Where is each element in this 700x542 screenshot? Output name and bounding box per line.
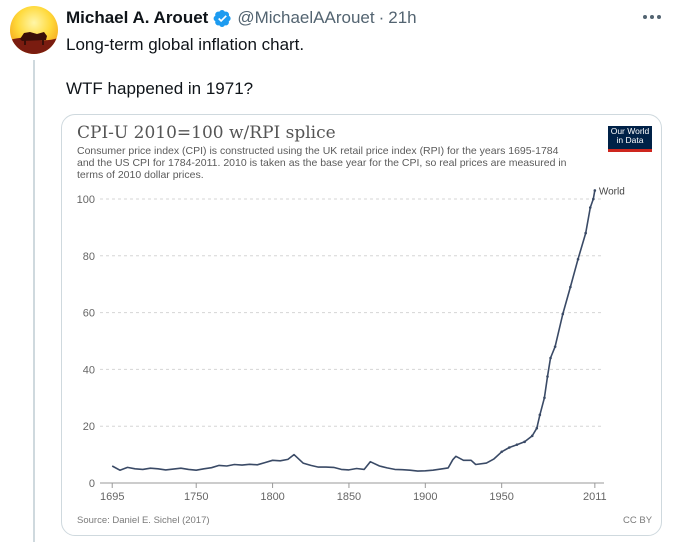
data-point bbox=[569, 285, 572, 289]
x-tick-label: 1800 bbox=[260, 491, 284, 503]
chart-subtitle: Consumer price index (CPI) is constructe… bbox=[77, 145, 567, 181]
data-point bbox=[576, 257, 580, 261]
data-point bbox=[588, 206, 592, 209]
data-point bbox=[549, 356, 552, 360]
series-label: World bbox=[599, 186, 625, 197]
post-text-line: WTF happened in 1971? bbox=[66, 79, 254, 98]
data-point bbox=[592, 197, 595, 201]
chart-license: CC BY bbox=[623, 515, 653, 526]
data-point bbox=[593, 189, 597, 192]
y-tick-label: 80 bbox=[83, 251, 95, 263]
y-tick-label: 60 bbox=[83, 308, 95, 320]
data-point bbox=[584, 231, 587, 235]
chart-image-card[interactable]: CPI-U 2010=100 w/RPI splice Consumer pri… bbox=[61, 114, 662, 536]
data-point bbox=[500, 450, 503, 454]
user-handle[interactable]: @MichaelAArouet bbox=[237, 8, 375, 27]
post-time[interactable]: 21h bbox=[388, 8, 417, 27]
logo-line: Our World bbox=[610, 126, 650, 136]
x-tick-label: 1900 bbox=[413, 491, 437, 503]
more-options-button[interactable] bbox=[640, 10, 664, 24]
y-tick-label: 100 bbox=[77, 194, 95, 206]
logo-line: in Data bbox=[616, 135, 644, 145]
y-tick-label: 0 bbox=[89, 478, 95, 490]
data-point bbox=[523, 440, 526, 444]
data-point bbox=[535, 426, 539, 430]
data-point bbox=[553, 345, 557, 348]
more-dots-icon bbox=[643, 15, 661, 19]
data-point bbox=[561, 312, 565, 316]
cpi-line-chart: 0 20 40 60 80 100 1695 1750 1800 1850 1900 1950 2011… bbox=[77, 186, 625, 503]
data-point bbox=[530, 434, 534, 438]
x-tick-label: 1695 bbox=[100, 491, 124, 503]
data-point bbox=[508, 446, 511, 449]
chart-source: Source: Daniel E. Sichel (2017) bbox=[77, 515, 210, 526]
chart-title: CPI-U 2010=100 w/RPI splice bbox=[77, 123, 336, 143]
thread-line bbox=[33, 60, 35, 542]
owid-logo: Our World in Data bbox=[608, 126, 652, 152]
data-point bbox=[543, 396, 546, 400]
series-line bbox=[111, 190, 596, 472]
x-tick-label: 1850 bbox=[337, 491, 361, 503]
data-point bbox=[515, 443, 519, 446]
data-point bbox=[538, 413, 542, 417]
avatar[interactable] bbox=[10, 6, 58, 54]
display-name[interactable]: Michael A. Arouet bbox=[66, 8, 209, 27]
post-text-line: Long-term global inflation chart. bbox=[66, 35, 305, 54]
verified-badge-icon bbox=[213, 9, 231, 27]
x-tick-label: 1950 bbox=[489, 491, 513, 503]
data-point bbox=[546, 375, 549, 378]
post-header: Michael A. Arouet @MichaelAArouet · 21h bbox=[66, 7, 417, 29]
y-tick-label: 40 bbox=[83, 364, 95, 376]
y-tick-label: 20 bbox=[83, 421, 95, 433]
x-tick-label: 2011 bbox=[583, 491, 607, 503]
separator-dot: · bbox=[378, 8, 385, 27]
x-tick-label: 1750 bbox=[184, 491, 208, 503]
post-text: Long-term global inflation chart. WTF ha… bbox=[66, 34, 304, 100]
